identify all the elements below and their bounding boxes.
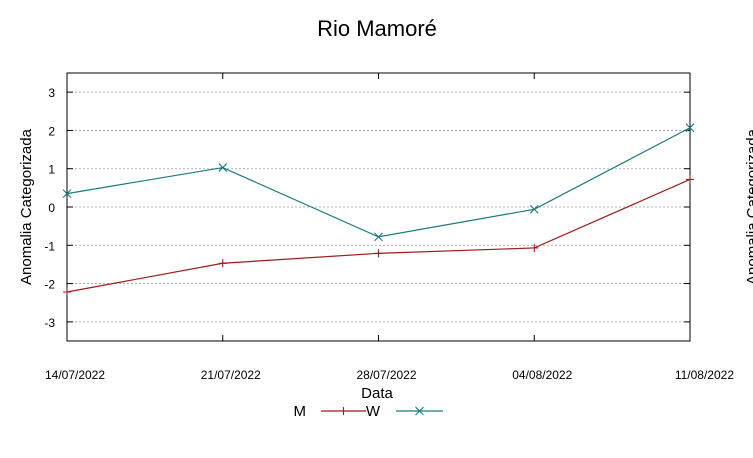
series-line	[66, 178, 691, 293]
series-layer	[62, 123, 695, 296]
data-point	[530, 243, 539, 252]
legend-item: W	[366, 403, 443, 420]
x-tick-label: 21/07/2022	[201, 368, 261, 382]
grid	[67, 91, 690, 323]
y-axis-title: Anomalia Categorizada	[18, 128, 35, 285]
y-axis: -3 -2 -1 0 1 2 3	[44, 86, 690, 330]
data-point	[374, 232, 383, 242]
data-point	[529, 204, 539, 214]
x-tick-label: 11/08/2022	[675, 368, 734, 382]
data-point	[218, 259, 227, 268]
data-point	[218, 163, 228, 172]
legend-item: M	[294, 403, 366, 420]
x-axis-title: Data	[361, 385, 393, 402]
y-tick-label: -2	[44, 278, 55, 292]
y-tick-label: 3	[48, 86, 55, 100]
legend-label: W	[366, 403, 381, 420]
data-point	[685, 123, 695, 133]
y-tick-label: -1	[44, 239, 55, 253]
y-tick-label: 0	[48, 201, 55, 215]
data-point	[63, 287, 71, 296]
x-tick-label: 04/08/2022	[512, 368, 572, 382]
y-tick-label: -3	[44, 316, 55, 330]
x-tick-label: 14/07/2022	[45, 368, 105, 382]
data-point	[686, 175, 694, 184]
x-tick-label: 28/07/2022	[356, 368, 416, 382]
data-point	[339, 407, 348, 415]
series-M	[63, 175, 694, 296]
x-axis: 14/07/2022 21/07/2022 28/07/2022 04/08/2022…	[45, 73, 734, 382]
data-point	[415, 406, 424, 416]
series-W	[62, 123, 695, 242]
y-tick-label: 1	[48, 163, 55, 177]
right-y-axis-title: Anomalia Categorizada	[744, 128, 753, 285]
y-tick-label: 2	[48, 124, 55, 138]
data-point	[62, 189, 72, 198]
legend-label: M	[294, 403, 307, 420]
chart-title: Rio Mamoré	[317, 16, 437, 41]
data-point	[374, 249, 383, 258]
